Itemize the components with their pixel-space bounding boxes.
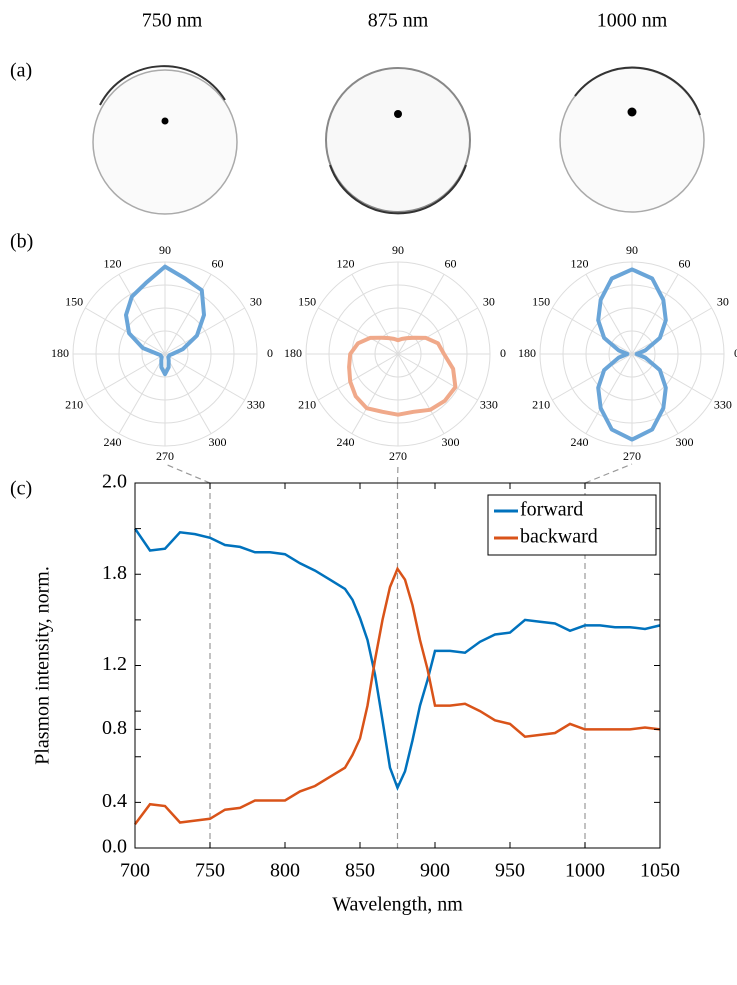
y-tick-label: 0.4 (102, 790, 127, 812)
grid-spoke (632, 354, 712, 400)
angle-label: 240 (104, 435, 122, 449)
angle-label: 60 (679, 257, 691, 271)
angle-label: 330 (480, 397, 498, 411)
grid-spoke (318, 308, 398, 354)
x-tick-label: 1050 (640, 860, 680, 882)
angle-label: 330 (714, 397, 732, 411)
angle-label: 30 (250, 294, 262, 308)
angle-label: 330 (247, 397, 265, 411)
angle-label: 300 (209, 435, 227, 449)
angle-label: 270 (623, 449, 641, 463)
grid-spoke (552, 354, 632, 400)
x-tick-label: 800 (270, 860, 300, 882)
angle-label: 30 (483, 294, 495, 308)
ring (93, 70, 237, 214)
angle-label: 120 (104, 257, 122, 271)
connector-line (165, 464, 210, 483)
angle-label: 150 (298, 294, 316, 308)
angle-label: 180 (518, 346, 536, 360)
grid-spoke (119, 354, 165, 434)
angle-label: 180 (51, 346, 69, 360)
column-title: 1000 nm (597, 10, 668, 32)
angle-label: 240 (337, 435, 355, 449)
image-panel (93, 66, 704, 214)
grid-spoke (398, 354, 478, 400)
grid-spoke (552, 308, 632, 354)
grid-spoke (398, 308, 478, 354)
x-tick-label: 900 (420, 860, 450, 882)
spot (628, 108, 637, 117)
grid-spoke (352, 354, 398, 434)
connector-line (585, 464, 632, 483)
x-tick-label: 1000 (565, 860, 605, 882)
spot (394, 110, 402, 118)
angle-label: 210 (65, 397, 83, 411)
angle-label: 180 (284, 346, 302, 360)
spot (162, 118, 169, 125)
column-title: 875 nm (368, 10, 429, 32)
y-tick-label: 0.8 (102, 717, 127, 739)
angle-label: 0 (500, 346, 506, 360)
angle-label: 120 (337, 257, 355, 271)
angle-label: 150 (532, 294, 550, 308)
angle-label: 300 (676, 435, 694, 449)
angle-label: 90 (159, 243, 171, 257)
legend-label: forward (520, 499, 583, 521)
column-title: 750 nm (142, 10, 203, 32)
grid-spoke (165, 354, 211, 434)
connector-line (398, 464, 399, 483)
grid-spoke (632, 308, 712, 354)
grid-spoke (165, 354, 245, 400)
angle-label: 60 (445, 257, 457, 271)
figure: 750 nm 875 nm 1000 nm (a) (b) (c) 0 30 60 9… (0, 0, 737, 985)
angle-label: 30 (717, 294, 729, 308)
angle-label: 300 (442, 435, 460, 449)
panel-label: (a) (10, 60, 32, 82)
angle-label: 210 (532, 397, 550, 411)
x-tick-label: 700 (120, 860, 150, 882)
y-tick-label: 1.8 (102, 562, 127, 584)
angle-label: 240 (571, 435, 589, 449)
angle-label: 90 (392, 243, 404, 257)
y-tick-label: 2.0 (102, 471, 127, 493)
grid-spoke (85, 354, 165, 400)
grid-spoke (318, 354, 398, 400)
x-tick-label: 750 (195, 860, 225, 882)
ring (326, 68, 470, 212)
angle-label: 0 (267, 346, 273, 360)
grid-spoke (398, 354, 444, 434)
angle-label: 120 (571, 257, 589, 271)
y-axis-label: Plasmon intensity, norm. (32, 566, 54, 765)
angle-label: 150 (65, 294, 83, 308)
angle-label: 90 (626, 243, 638, 257)
y-tick-label: 1.2 (102, 653, 127, 675)
angle-label: 60 (212, 257, 224, 271)
angle-label: 270 (389, 449, 407, 463)
x-tick-label: 950 (495, 860, 525, 882)
x-tick-label: 850 (345, 860, 375, 882)
angle-label: 270 (156, 449, 174, 463)
panel-label: (c) (10, 478, 32, 500)
legend-label: backward (520, 526, 598, 548)
y-tick-label: 0.0 (102, 836, 127, 858)
x-axis-label: Wavelength, nm (332, 894, 463, 916)
panel-label: (b) (10, 231, 33, 253)
angle-label: 210 (298, 397, 316, 411)
